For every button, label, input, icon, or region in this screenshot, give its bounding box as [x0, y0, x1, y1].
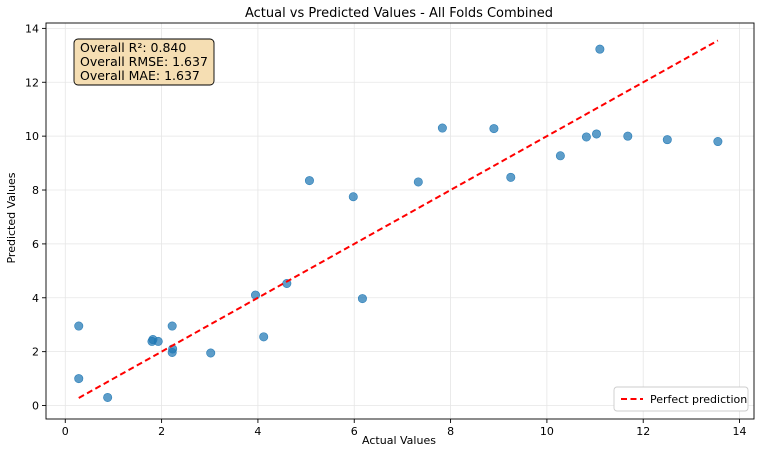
y-tick-label: 2 [32, 346, 39, 359]
x-tick-label: 10 [540, 425, 554, 438]
data-point [555, 151, 565, 161]
annotation-line: Overall RMSE: 1.637 [80, 54, 208, 69]
data-point [623, 131, 633, 141]
data-point [662, 135, 672, 145]
data-point [74, 374, 84, 384]
y-tick-label: 10 [25, 130, 39, 143]
x-tick-label: 2 [158, 425, 165, 438]
x-tick-label: 4 [254, 425, 261, 438]
data-point [713, 137, 723, 147]
data-point [348, 192, 358, 202]
data-point [167, 347, 177, 357]
x-tick-label: 14 [733, 425, 747, 438]
data-point [506, 172, 516, 182]
data-points [74, 39, 723, 402]
annotation-line: Overall R²: 0.840 [80, 40, 186, 55]
annotation-line: Overall MAE: 1.637 [80, 68, 200, 83]
y-axis-label: Predicted Values [5, 172, 18, 263]
legend-box [613, 386, 749, 412]
legend: Perfect prediction [613, 386, 749, 412]
data-point [357, 294, 367, 304]
data-point [103, 392, 113, 402]
y-tick-label: 4 [32, 292, 39, 305]
data-point [595, 44, 605, 54]
data-point [413, 177, 423, 187]
x-axis-label: Actual Values [362, 434, 436, 447]
x-tick-label: 0 [62, 425, 69, 438]
data-point [153, 336, 163, 346]
plot-frame [45, 22, 755, 420]
legend-label: Perfect prediction [650, 393, 747, 406]
y-tick-label: 0 [32, 400, 39, 413]
data-point [592, 129, 602, 139]
data-point [206, 348, 216, 358]
y-tick-label: 14 [25, 22, 39, 35]
data-point [259, 332, 269, 342]
plot-area: 0 2 4 6 8 10 12 14 0 2 4 6 8 10 12 14 [25, 22, 755, 438]
y-tick-label: 8 [32, 184, 39, 197]
data-point [437, 123, 447, 133]
x-tick-label: 6 [351, 425, 358, 438]
x-tick-label: 8 [447, 425, 454, 438]
y-tick-label: 12 [25, 76, 39, 89]
perfect-prediction-line [78, 39, 719, 399]
chart-title: Actual vs Predicted Values - All Folds C… [245, 6, 553, 21]
data-point [167, 321, 177, 331]
data-point [489, 124, 499, 134]
data-point [74, 321, 84, 331]
data-point [581, 132, 591, 142]
annotation-box [73, 38, 215, 86]
x-tick-label: 12 [636, 425, 650, 438]
data-point [304, 176, 314, 186]
y-tick-label: 6 [32, 238, 39, 251]
